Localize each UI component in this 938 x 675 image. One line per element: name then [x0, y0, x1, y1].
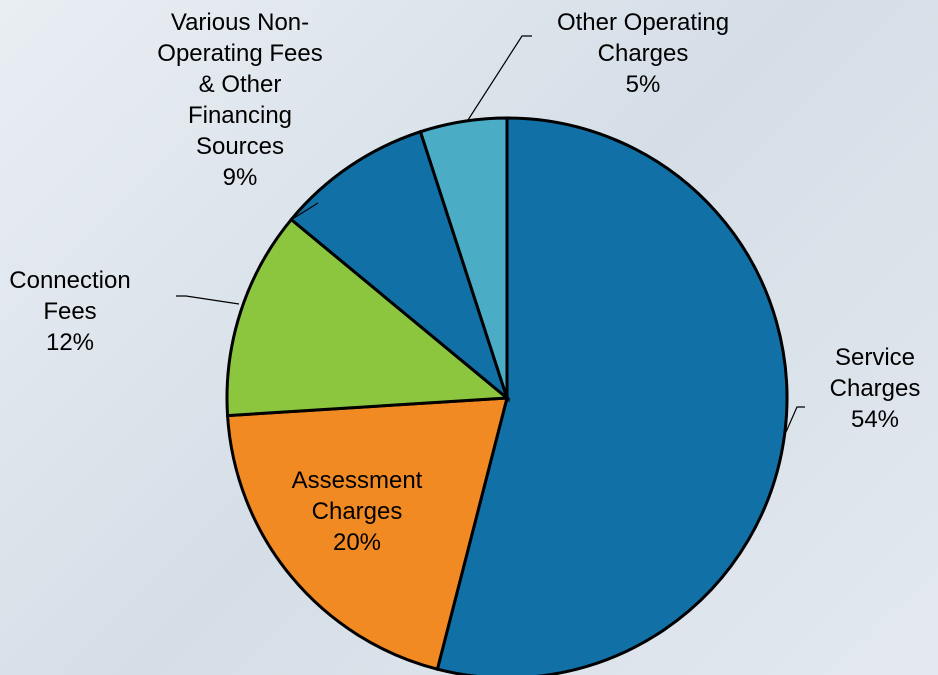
value-label: 20% [333, 529, 381, 556]
category-label: Service Charges [830, 344, 921, 402]
value-label: 12% [46, 329, 94, 356]
category-label: Assessment Charges [292, 467, 423, 525]
leader-line [467, 35, 532, 121]
category-label: Other Operating Charges [557, 9, 729, 67]
category-label: Connection Fees [9, 267, 130, 325]
pie-slice [289, 129, 511, 403]
value-label: 5% [626, 71, 661, 98]
pie-slice [435, 116, 789, 675]
leader-line [785, 406, 805, 433]
category-label: Various Non-Operating Fees & Other Financi… [157, 9, 322, 160]
leader-line [293, 202, 319, 219]
pie-slice [225, 217, 511, 418]
value-label: 9% [223, 164, 258, 191]
value-label: 54% [851, 406, 899, 433]
pie-slice [418, 116, 509, 399]
pie-slice [225, 396, 509, 672]
leader-line [176, 295, 240, 305]
